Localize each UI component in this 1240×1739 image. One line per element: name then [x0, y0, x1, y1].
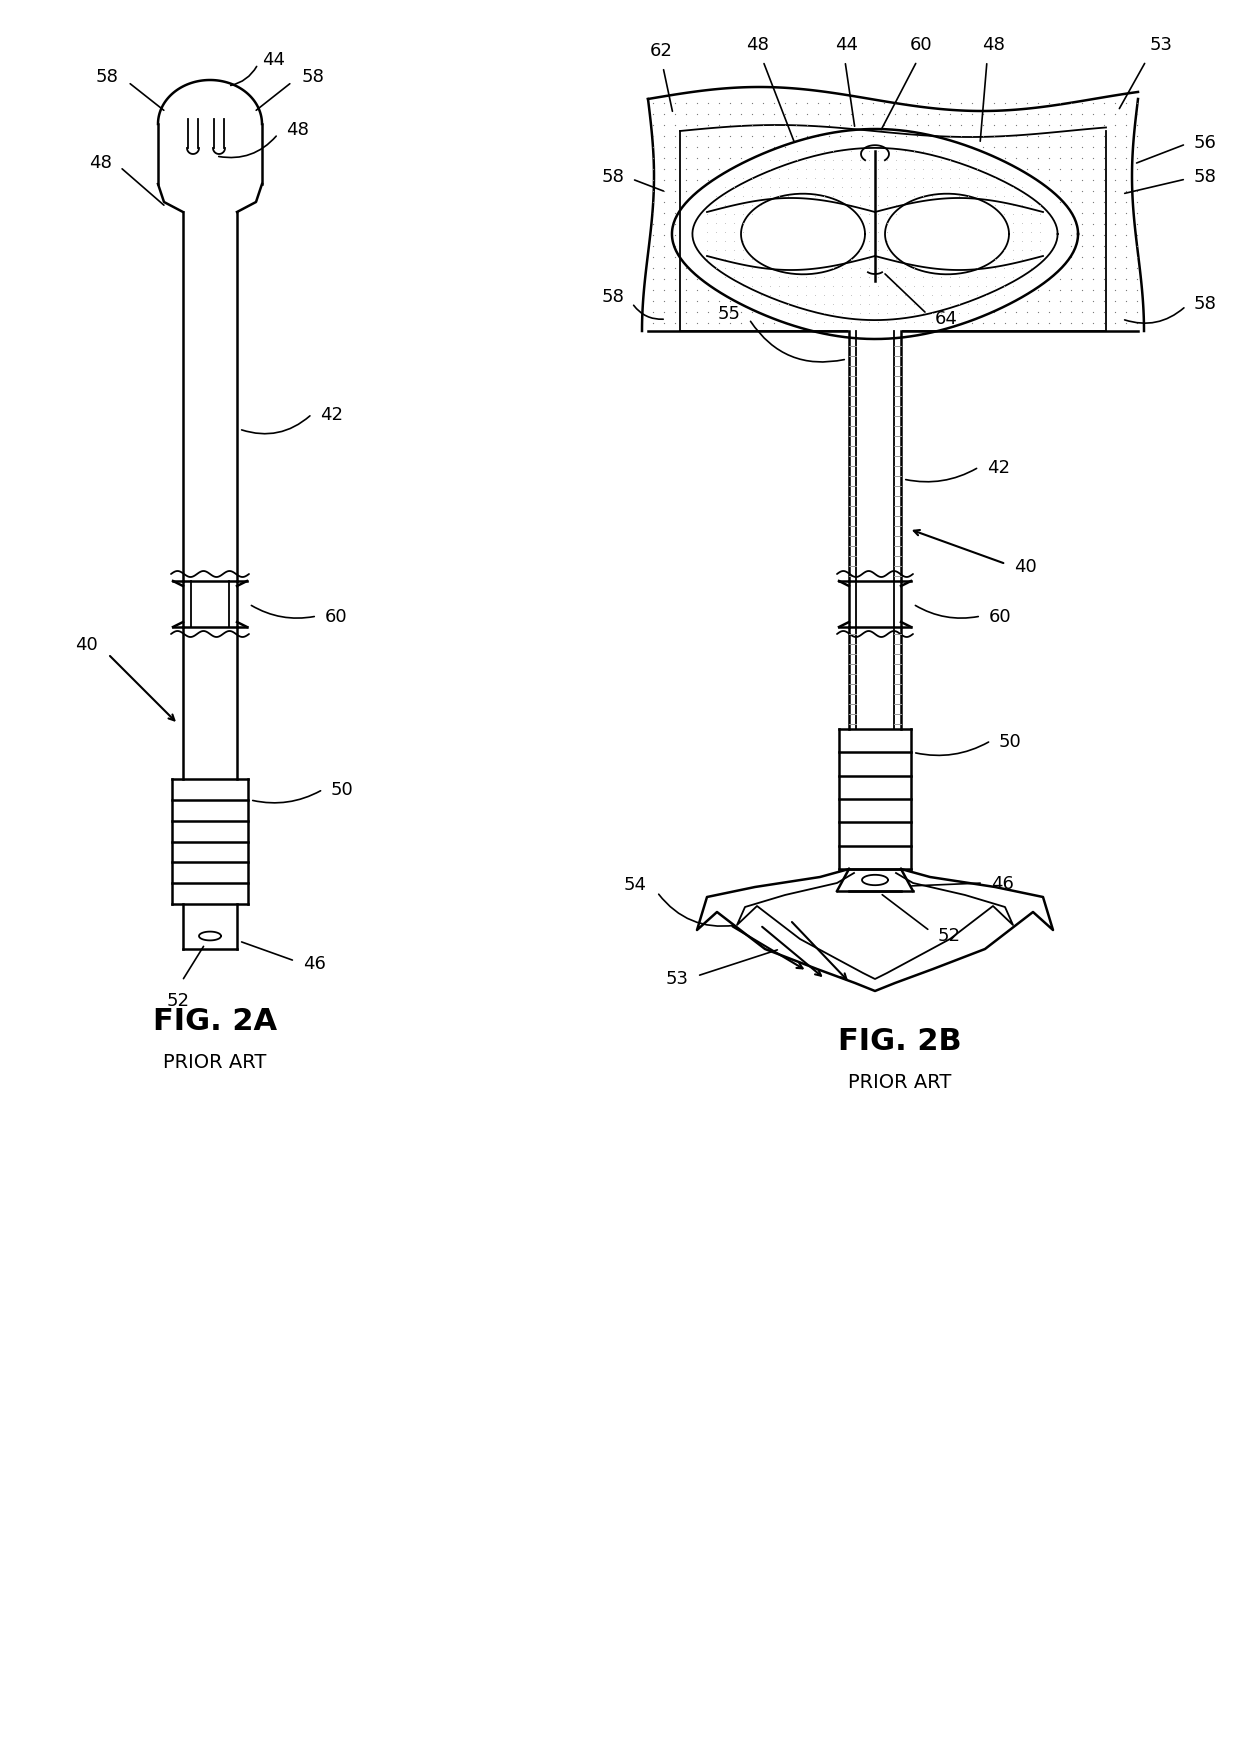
Text: 58: 58 [1194, 169, 1216, 186]
Text: 64: 64 [935, 310, 957, 329]
Text: 60: 60 [325, 607, 347, 626]
Text: 44: 44 [836, 37, 858, 54]
Text: 58: 58 [95, 68, 118, 85]
Text: 58: 58 [601, 289, 624, 306]
Text: 50: 50 [331, 781, 353, 798]
Text: 48: 48 [982, 37, 1004, 54]
Text: 52: 52 [166, 991, 190, 1009]
Text: 58: 58 [303, 68, 325, 85]
Text: 48: 48 [89, 155, 112, 172]
Text: PRIOR ART: PRIOR ART [848, 1071, 951, 1090]
Text: 40: 40 [76, 636, 98, 654]
Text: 42: 42 [320, 405, 343, 424]
Text: 55: 55 [718, 304, 742, 323]
Text: 54: 54 [624, 875, 647, 894]
Text: 46: 46 [991, 875, 1014, 892]
Text: 60: 60 [990, 607, 1012, 626]
Text: PRIOR ART: PRIOR ART [164, 1052, 267, 1071]
Text: 42: 42 [987, 459, 1011, 476]
Text: 53: 53 [666, 969, 689, 988]
Text: 62: 62 [650, 42, 672, 59]
Text: 58: 58 [1194, 296, 1216, 313]
Text: 44: 44 [262, 50, 285, 70]
Text: 60: 60 [910, 37, 932, 54]
Text: 52: 52 [937, 927, 961, 944]
Text: 58: 58 [601, 169, 624, 186]
Text: 48: 48 [745, 37, 769, 54]
Text: FIG. 2B: FIG. 2B [838, 1028, 962, 1056]
Text: 56: 56 [1194, 134, 1216, 151]
Text: 46: 46 [303, 955, 326, 972]
Text: 40: 40 [1014, 558, 1037, 576]
Text: 48: 48 [286, 122, 309, 139]
Text: 50: 50 [999, 732, 1022, 750]
Text: FIG. 2A: FIG. 2A [153, 1007, 277, 1036]
Text: 53: 53 [1149, 37, 1173, 54]
